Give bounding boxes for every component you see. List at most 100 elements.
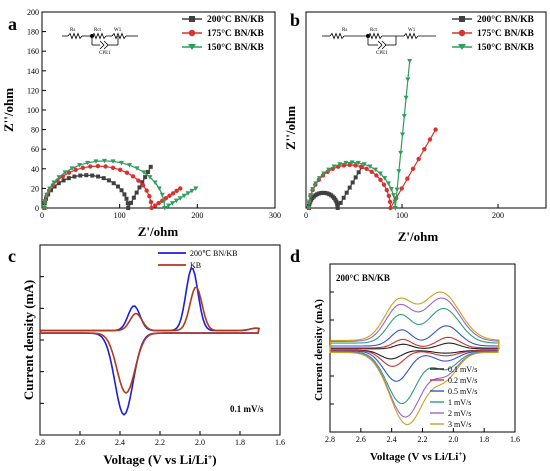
data-point — [334, 199, 339, 204]
data-point — [148, 199, 154, 205]
data-point — [381, 182, 387, 187]
data-point — [410, 166, 416, 171]
data-point — [398, 150, 404, 156]
data-point — [56, 175, 62, 180]
data-point — [319, 190, 324, 195]
data-point — [392, 206, 398, 211]
data-point — [131, 195, 136, 200]
data-point — [148, 164, 153, 169]
axis-ticks-b: 0 100 200 — [304, 204, 504, 220]
data-point — [317, 191, 322, 196]
data-point — [399, 186, 404, 191]
data-point — [385, 181, 391, 186]
data-point — [308, 193, 314, 198]
data-point — [152, 203, 158, 208]
circuit-label-w1-b: W1 — [408, 28, 416, 33]
legend-label-c-kb: KB — [190, 261, 201, 270]
y-axis-title-d: Current density (mA) — [313, 299, 325, 401]
data-point — [335, 206, 340, 210]
data-point — [367, 164, 373, 170]
data-point — [78, 173, 83, 178]
data-point — [401, 114, 407, 119]
axis-ticks-a: 0 100 200 300 0 20 40 60 80 100 120 140 160 180 200 — [27, 8, 281, 220]
x-tick-label: 0 — [304, 211, 308, 220]
series-group-a — [41, 158, 199, 211]
data-point — [341, 163, 347, 168]
circuit-label-rct-b: Rct — [370, 28, 378, 33]
x-tick-label: 0 — [40, 211, 44, 220]
plot-frame-b — [305, 11, 547, 209]
data-point — [136, 178, 141, 183]
circuit-diagram-b: Rs Rct W1 CPE1 — [322, 28, 436, 56]
circuit-label-rct: Rct — [94, 28, 102, 33]
legend-a: 200°C BN/KB 175°C BN/KB 150°C BN/KB — [182, 14, 265, 53]
data-point — [77, 163, 83, 168]
legend-marker-b-200 — [459, 16, 465, 22]
circuit-label-cpe1: CPE1 — [99, 51, 111, 56]
data-point — [343, 160, 349, 166]
scan-rate-annotation-c: 0.1 mV/s — [230, 404, 264, 414]
data-point — [102, 158, 108, 164]
y-tick-label: 140 — [27, 67, 39, 76]
data-point — [391, 193, 397, 198]
data-point — [344, 190, 349, 195]
data-point — [145, 169, 150, 174]
x-tick-label: 1.8 — [479, 435, 489, 444]
data-point — [61, 178, 66, 183]
series-group-b — [306, 59, 438, 211]
data-point — [115, 184, 120, 189]
data-point — [134, 190, 139, 195]
series-group-d — [329, 291, 500, 426]
data-point — [117, 167, 123, 173]
data-point — [162, 206, 168, 211]
data-point — [323, 190, 328, 195]
data-point — [137, 185, 142, 190]
x-tick-label: 2.0 — [195, 438, 205, 447]
data-point — [321, 190, 326, 195]
panel-b: b Rs Rct W1 CPE1 0 100 200 200°C BN/KB — [283, 10, 547, 244]
legend-label-b-200: 200°C BN/KB — [477, 14, 535, 25]
data-point — [386, 193, 392, 199]
data-point — [149, 205, 154, 211]
y-tick-label: 40 — [31, 165, 39, 174]
data-point — [127, 163, 133, 168]
data-point — [364, 166, 369, 172]
data-point — [156, 200, 161, 206]
data-point — [306, 206, 312, 211]
data-point — [152, 180, 158, 186]
cv-curve — [38, 267, 260, 416]
data-point — [62, 170, 68, 175]
legend-label: 2 mV/s — [448, 409, 471, 418]
cv-curve — [329, 297, 500, 418]
legend-label: 0.2 mV/s — [448, 376, 477, 385]
data-point — [124, 196, 129, 201]
data-point — [161, 199, 167, 204]
data-point — [388, 205, 393, 211]
data-point — [353, 163, 358, 168]
data-point — [143, 175, 148, 180]
data-point — [170, 191, 176, 196]
data-point — [90, 173, 95, 178]
data-point — [361, 162, 367, 167]
data-point — [396, 169, 402, 174]
data-point — [316, 176, 322, 181]
legend-marker-b-175 — [458, 29, 466, 37]
legend-marker-b-150 — [458, 44, 466, 50]
x-tick-label: 200 — [492, 211, 504, 220]
data-point — [169, 201, 175, 206]
panel-letter-d: d — [290, 246, 300, 266]
data-point — [159, 192, 165, 198]
x-tick-label: 100 — [396, 211, 408, 220]
data-point — [353, 175, 358, 180]
data-point — [310, 187, 316, 192]
x-tick-label: 2.8 — [35, 438, 45, 447]
data-point — [106, 178, 111, 183]
panel-letter-c: c — [8, 246, 16, 266]
x-tick-label: 1.6 — [275, 438, 285, 447]
data-point — [93, 159, 99, 164]
circuit-label-rs-b: Rs — [342, 28, 347, 33]
data-point — [47, 186, 53, 191]
cv-curve — [329, 291, 500, 426]
data-point — [355, 160, 361, 166]
